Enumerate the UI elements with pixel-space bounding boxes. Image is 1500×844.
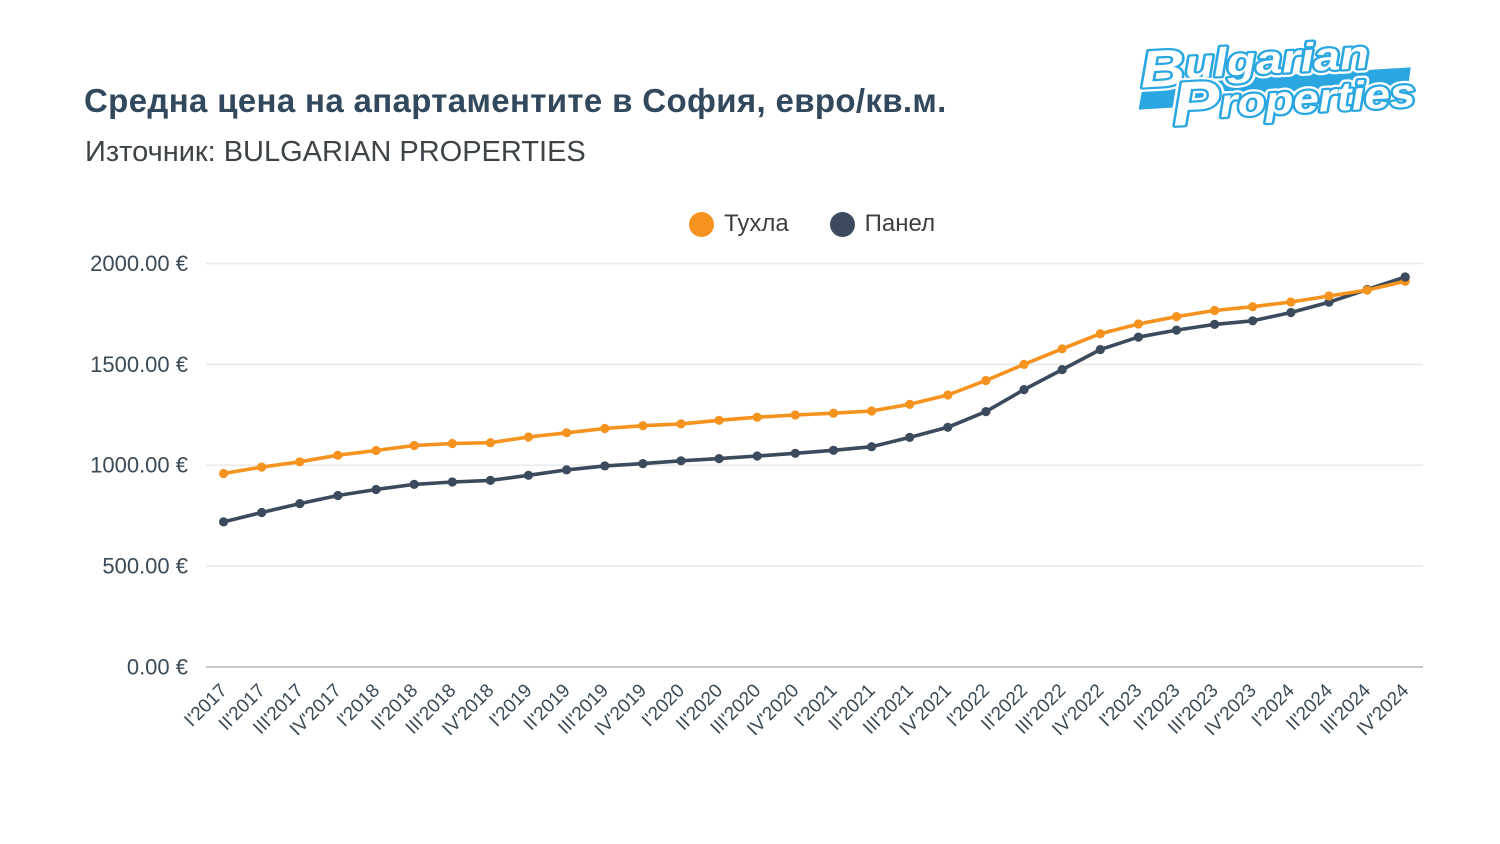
svg-text:1500.00 €: 1500.00 € <box>90 352 188 377</box>
svg-text:0.00 €: 0.00 € <box>127 655 188 680</box>
svg-text:1000.00 €: 1000.00 € <box>90 453 188 478</box>
svg-text:500.00 €: 500.00 € <box>102 554 188 579</box>
svg-text:2000.00 €: 2000.00 € <box>90 251 188 276</box>
svg-text:Bulgarian: Bulgarian <box>1139 29 1371 100</box>
